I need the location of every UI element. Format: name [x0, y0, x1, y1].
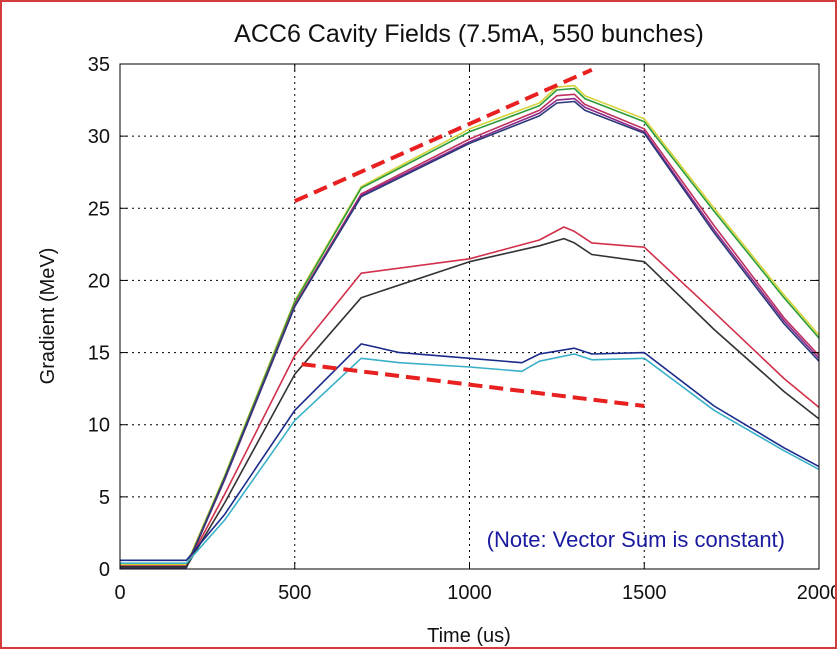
grid-lines [120, 64, 819, 569]
series-line [120, 100, 820, 569]
x-tick-label: 0 [114, 582, 125, 604]
series-line [120, 237, 820, 568]
trend-line [301, 362, 645, 408]
y-axis-label: Gradient (MeV) [37, 248, 59, 385]
series-line [120, 343, 820, 562]
y-tick-label: 0 [99, 559, 110, 581]
series-line [120, 226, 820, 567]
trend-layer [293, 67, 645, 408]
y-tick-label: 25 [88, 198, 110, 220]
y-tick-label: 15 [88, 343, 110, 365]
y-tick-label: 20 [88, 270, 110, 292]
series-line [120, 353, 820, 565]
note-annotation: (Note: Vector Sum is constant) [487, 527, 785, 552]
tick-marks [119, 63, 820, 570]
x-axis-label: Time (us) [427, 625, 511, 647]
y-tick-label: 30 [88, 126, 110, 148]
y-tick-label: 10 [88, 415, 110, 437]
chart-title: ACC6 Cavity Fields (7.5mA, 550 bunches) [234, 20, 704, 48]
y-tick-label: 35 [88, 54, 110, 76]
y-tick-label: 5 [99, 487, 110, 509]
x-tick-label: 1000 [447, 582, 492, 604]
x-tick-label: 500 [278, 582, 311, 604]
series-layer [120, 84, 820, 569]
x-tick-label: 1500 [622, 582, 667, 604]
y-tick-labels: 0 5 10 15 20 25 30 35 [88, 54, 110, 581]
trend-line [293, 67, 593, 203]
